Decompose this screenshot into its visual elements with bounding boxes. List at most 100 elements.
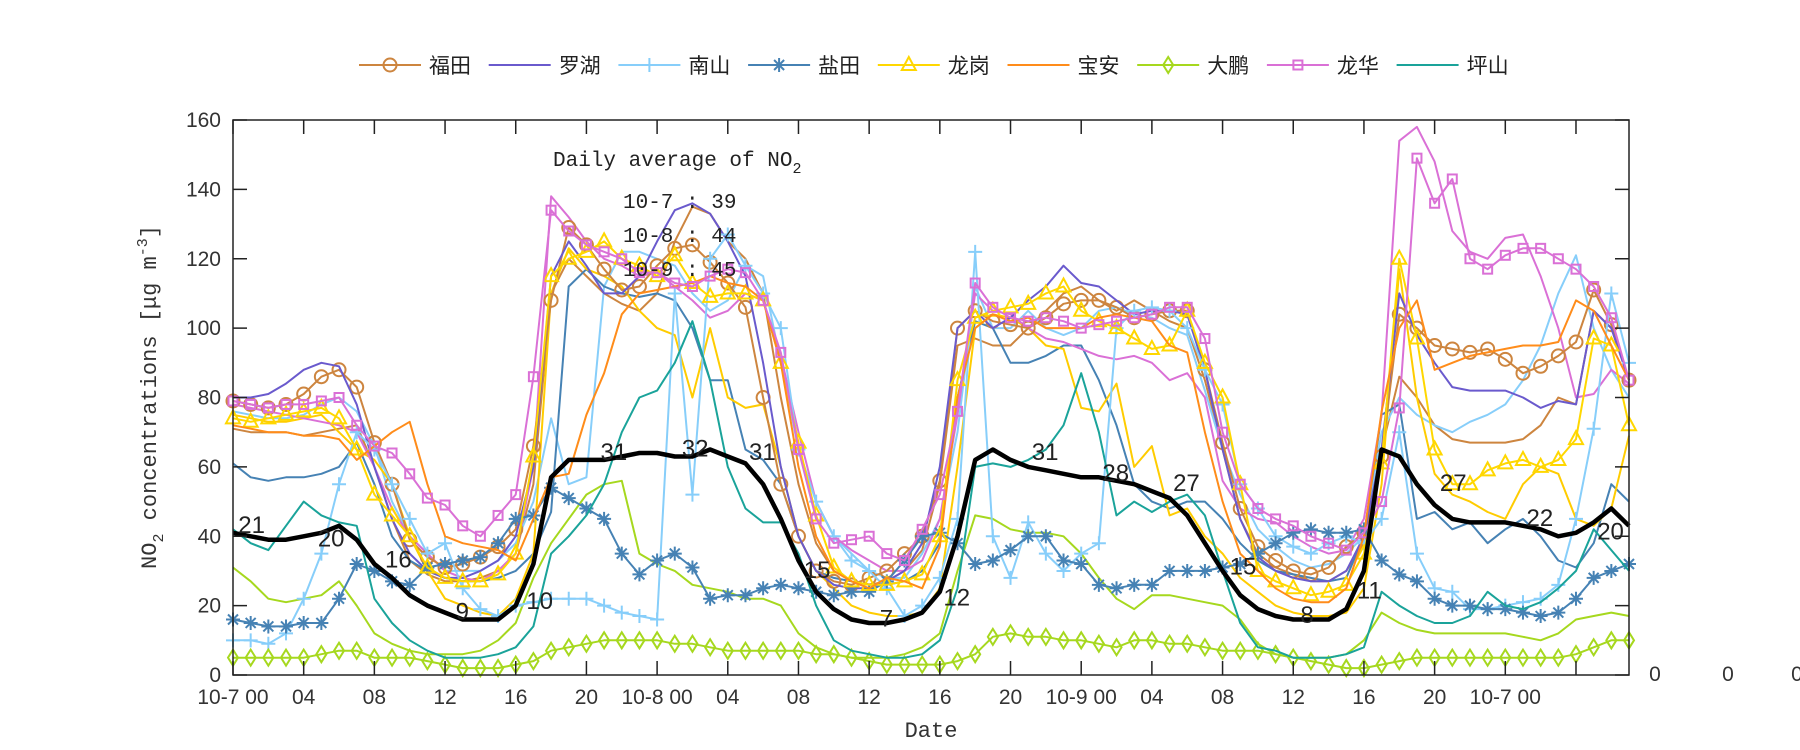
triangle-marker <box>1143 338 1161 355</box>
diamond-marker <box>880 654 894 675</box>
triangle-marker <box>1284 578 1302 595</box>
square-marker <box>669 277 681 289</box>
circle-marker <box>1038 310 1054 326</box>
triangle-marker <box>1337 574 1355 591</box>
square-marker <box>1075 322 1087 334</box>
square-marker <box>1376 496 1388 508</box>
plus-marker <box>1180 321 1195 336</box>
square-marker <box>881 548 893 560</box>
plus-marker <box>632 609 647 624</box>
y-tick-label: 20 <box>198 595 221 618</box>
square-marker <box>386 447 398 459</box>
square-marker <box>1393 402 1405 414</box>
square-marker <box>810 513 822 525</box>
diamond-marker <box>421 651 434 672</box>
triangle-marker <box>1514 449 1532 466</box>
legend-item-罗湖: 罗湖 <box>488 54 601 78</box>
asterisk-marker <box>349 557 364 571</box>
asterisk-marker <box>1056 553 1071 568</box>
circle-marker <box>1480 341 1496 357</box>
square-marker <box>1058 315 1070 327</box>
circle-marker <box>313 369 329 385</box>
asterisk-marker <box>614 546 629 561</box>
mean-value-label: 20 <box>1597 519 1624 546</box>
square-marker <box>616 253 628 265</box>
x-tick-label: 10-8 00 <box>621 686 692 709</box>
square-marker <box>404 468 416 480</box>
square-marker <box>315 395 327 407</box>
asterisk-marker <box>1074 557 1089 571</box>
x-tick-label: 12 <box>1282 686 1305 709</box>
circle-marker <box>720 275 736 291</box>
plus-marker <box>296 591 311 606</box>
square-marker <box>1005 312 1017 324</box>
plus-marker <box>1021 515 1036 530</box>
asterisk-marker <box>385 574 400 589</box>
stray-tick-label: 0 <box>1791 663 1800 686</box>
mean-value-label: 16 <box>385 546 412 573</box>
square-marker <box>651 267 663 279</box>
triangle-marker <box>401 526 419 543</box>
diamond-marker <box>1322 654 1335 675</box>
diamond-marker <box>1057 630 1070 651</box>
asterisk-marker <box>597 511 612 526</box>
asterisk-marker <box>844 584 859 599</box>
series-大鹏 <box>226 623 1636 678</box>
triangle-marker <box>277 404 295 421</box>
square-marker <box>952 405 964 417</box>
legend-label: 龙岗 <box>948 54 990 78</box>
asterisk-marker <box>862 584 877 599</box>
diamond-marker <box>1022 626 1035 647</box>
asterisk-marker <box>491 536 506 551</box>
asterisk-marker <box>667 546 682 561</box>
diamond-marker <box>1162 55 1175 75</box>
triangle-marker <box>701 286 719 303</box>
square-marker <box>1340 544 1352 556</box>
asterisk-marker <box>879 574 894 589</box>
plus-marker <box>1445 584 1460 599</box>
triangle-marker <box>900 54 918 71</box>
circle-marker <box>260 400 276 416</box>
asterisk-marker <box>473 550 488 565</box>
x-tick-label: 16 <box>928 686 951 709</box>
diamond-marker <box>350 640 363 661</box>
triangle-marker <box>1602 335 1621 352</box>
square-marker <box>863 530 875 542</box>
asterisk-marker <box>1233 557 1248 571</box>
square-marker <box>898 555 910 567</box>
x-tick-label: 04 <box>1140 686 1164 709</box>
triangle-marker <box>666 245 684 262</box>
circle-marker <box>1497 351 1513 367</box>
plus-marker <box>703 251 718 266</box>
triangle-marker <box>383 505 401 522</box>
asterisk-marker <box>1498 602 1513 617</box>
triangle-marker <box>560 248 578 265</box>
asterisk-marker <box>773 577 788 592</box>
plus-marker <box>985 529 1000 544</box>
square-marker <box>1605 312 1617 324</box>
asterisk-marker <box>650 553 665 568</box>
circle-marker <box>349 379 365 395</box>
diamond-marker <box>951 651 964 672</box>
circle-marker <box>596 261 612 277</box>
legend-label: 福田 <box>429 54 471 78</box>
asterisk-marker <box>261 619 276 634</box>
triangle-marker <box>489 564 507 581</box>
triangle-marker <box>595 231 613 248</box>
diamond-marker <box>474 658 487 678</box>
asterisk-marker <box>1038 529 1053 544</box>
asterisk-marker <box>1003 543 1018 558</box>
square-marker <box>1270 513 1282 525</box>
triangle-marker <box>736 283 755 300</box>
circle-marker <box>1056 296 1072 312</box>
mean-value-label: 31 <box>1032 439 1059 466</box>
legend-label: 龙华 <box>1337 54 1379 78</box>
asterisk-marker <box>367 563 382 578</box>
y-tick-label: 40 <box>198 525 221 548</box>
asterisk-marker <box>279 619 294 634</box>
diamond-marker <box>385 647 399 668</box>
x-tick-label: 04 <box>716 686 740 709</box>
asterisk-marker <box>438 557 453 571</box>
diamond-marker <box>315 644 328 665</box>
